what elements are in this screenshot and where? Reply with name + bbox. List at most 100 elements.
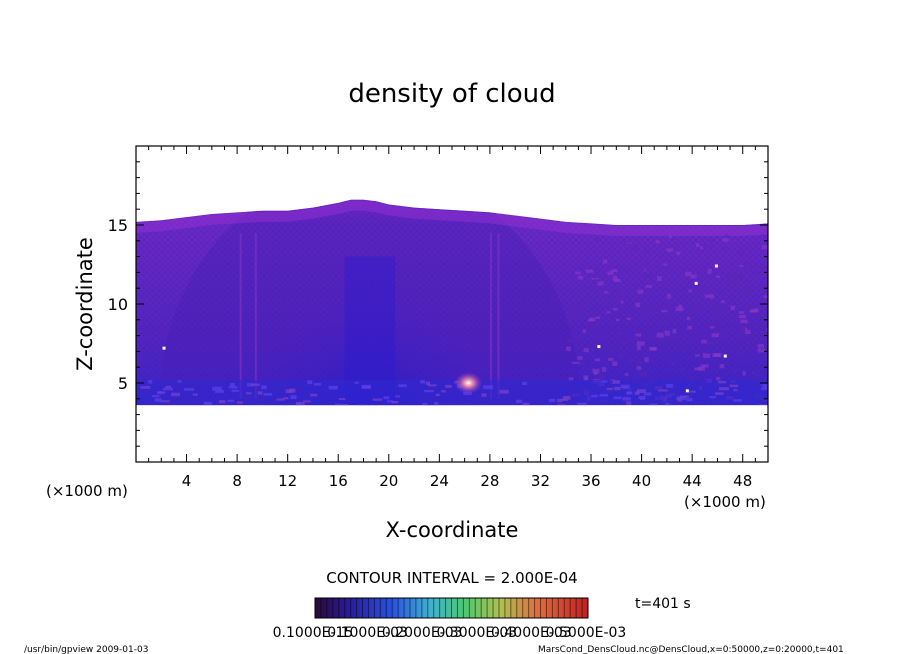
noise-cell <box>672 328 677 334</box>
noise-cell <box>752 324 761 328</box>
base-cell <box>140 385 151 389</box>
noise-cell <box>746 304 751 307</box>
base-cell <box>639 397 645 400</box>
noise-cell <box>664 305 669 309</box>
base-cell <box>719 387 729 391</box>
noise-cell <box>712 353 721 357</box>
noise-cell <box>612 361 618 366</box>
noise-cell <box>616 269 621 274</box>
x-unit-right: (×1000 m) <box>684 493 766 511</box>
noise-cell <box>707 268 712 274</box>
noise-cell <box>666 248 674 252</box>
base-cell <box>718 380 727 384</box>
noise-cell <box>620 300 624 304</box>
noise-cell <box>630 246 635 250</box>
noise-cell <box>738 315 746 319</box>
colorbar-frame <box>314 597 589 619</box>
noise-cell <box>757 265 763 268</box>
base-cell <box>313 383 321 386</box>
noise-cell <box>639 296 643 300</box>
x-tick-label: 32 <box>531 472 550 490</box>
gap-speck <box>714 264 718 268</box>
noise-cell <box>635 302 641 308</box>
noise-cell <box>675 306 684 312</box>
gap-speck <box>162 346 166 350</box>
x-tick-label: 48 <box>733 472 752 490</box>
noise-cell <box>633 244 638 250</box>
noise-cell <box>592 278 599 284</box>
cloud-base-strip <box>136 379 768 406</box>
noise-cell <box>703 353 711 358</box>
noise-cell <box>756 373 761 377</box>
noise-cell <box>739 264 744 268</box>
contour-interval: CONTOUR INTERVAL = 2.000E-04 <box>326 569 577 587</box>
noise-cell <box>606 295 611 299</box>
noise-cell <box>734 368 739 374</box>
noise-cell <box>748 306 754 312</box>
cloud-top-band <box>136 200 768 236</box>
colorbar-stripes <box>320 598 583 618</box>
base-cell <box>424 404 432 406</box>
base-cell <box>171 392 180 397</box>
noise-cell <box>586 331 592 335</box>
noise-cell <box>724 327 732 332</box>
noise-cell <box>616 290 621 296</box>
base-cell <box>622 396 631 401</box>
chart-title: density of cloud <box>348 79 555 109</box>
base-cell <box>303 400 311 403</box>
noise-cell <box>585 269 594 273</box>
base-cell <box>184 388 195 391</box>
streak-1b <box>497 232 500 399</box>
noise-cell <box>655 240 660 244</box>
base-cell <box>160 400 170 403</box>
noise-cell <box>710 294 715 299</box>
noise-cell <box>757 348 766 353</box>
noise-cell <box>643 248 651 254</box>
base-cell <box>599 394 608 397</box>
noise-cell <box>709 239 716 243</box>
noise-cell <box>725 234 729 238</box>
noise-cell <box>719 290 723 294</box>
base-cell <box>263 393 273 396</box>
x-tick-label: 4 <box>182 472 192 490</box>
base-cell <box>577 402 587 406</box>
base-cell <box>557 398 563 403</box>
cloud-structure <box>136 199 768 406</box>
noise-cell <box>744 329 751 334</box>
noise-cell <box>644 274 652 278</box>
noise-cell <box>650 347 657 351</box>
base-cell <box>162 387 173 391</box>
noise-cell <box>577 356 583 360</box>
base-cell <box>310 393 318 397</box>
noise-cell <box>595 344 600 348</box>
base-cell <box>515 399 523 404</box>
noise-cell <box>616 332 622 336</box>
noise-cell <box>685 341 692 344</box>
y-tick-label: 5 <box>118 374 128 393</box>
base-cell <box>165 385 172 388</box>
noise-cell <box>637 345 641 351</box>
base-cell <box>649 403 658 406</box>
footer-source: MarsCond_DensCloud.nc@DensCloud,x=0:5000… <box>538 645 844 654</box>
base-cell <box>634 391 640 395</box>
base-cell <box>343 403 349 406</box>
noise-cell <box>636 366 642 370</box>
gap-speck <box>694 281 698 285</box>
noise-cell <box>737 251 745 256</box>
base-cell <box>307 380 313 385</box>
base-cell <box>425 381 431 385</box>
noise-cell <box>761 245 768 250</box>
noise-cell <box>601 286 606 292</box>
base-cell <box>643 392 652 396</box>
noise-cell <box>601 367 607 372</box>
noise-cell <box>763 295 768 299</box>
noise-cell <box>766 323 768 327</box>
noise-cell <box>722 238 729 242</box>
noise-cell <box>641 310 646 315</box>
noise-cell <box>637 360 643 365</box>
base-cell <box>441 390 446 393</box>
noise-cell <box>712 330 717 334</box>
base-cell <box>214 390 224 393</box>
noise-cell <box>725 281 730 286</box>
base-cell <box>335 403 344 406</box>
